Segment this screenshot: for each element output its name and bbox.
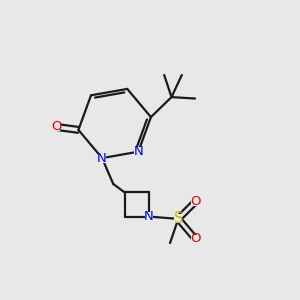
FancyBboxPatch shape	[191, 235, 200, 243]
Text: N: N	[97, 152, 107, 165]
FancyBboxPatch shape	[145, 212, 153, 221]
Text: O: O	[51, 120, 62, 134]
Text: N: N	[134, 145, 143, 158]
FancyBboxPatch shape	[52, 123, 61, 131]
FancyBboxPatch shape	[98, 154, 106, 163]
Text: N: N	[144, 210, 154, 223]
FancyBboxPatch shape	[174, 214, 182, 223]
Text: O: O	[190, 232, 201, 245]
Text: S: S	[174, 212, 183, 226]
FancyBboxPatch shape	[191, 198, 200, 206]
Text: O: O	[190, 195, 201, 208]
FancyBboxPatch shape	[134, 147, 143, 156]
